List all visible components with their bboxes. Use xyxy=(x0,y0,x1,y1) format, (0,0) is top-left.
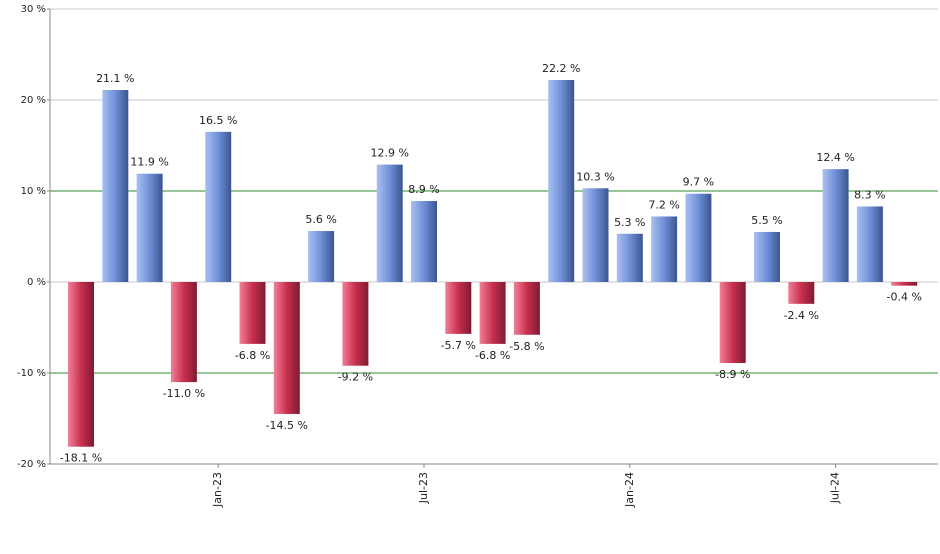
data-label: 12.4 % xyxy=(816,151,854,164)
data-label: 11.9 % xyxy=(130,156,168,169)
y-tick-label: 30 % xyxy=(21,4,46,15)
data-label: 12.9 % xyxy=(370,147,408,160)
x-tick-label: Jul-23 xyxy=(417,472,430,504)
bar xyxy=(239,282,266,344)
bar xyxy=(754,231,780,282)
data-label: -5.7 % xyxy=(441,339,476,352)
data-label: 5.6 % xyxy=(305,213,336,226)
data-label: 5.5 % xyxy=(751,214,782,227)
bar xyxy=(102,89,129,283)
y-tick-label: -20 % xyxy=(17,459,46,470)
data-label: 16.5 % xyxy=(199,114,237,127)
bar xyxy=(445,282,472,334)
data-label: 5.3 % xyxy=(614,216,645,229)
x-tick-label: Jan-24 xyxy=(623,472,636,508)
bar xyxy=(891,282,918,286)
y-tick-label: 0 % xyxy=(27,277,46,288)
bar xyxy=(376,164,403,282)
x-tick-label: Jan-23 xyxy=(211,472,224,508)
data-label: -2.4 % xyxy=(784,309,819,322)
bar xyxy=(273,282,300,414)
data-label: -0.4 % xyxy=(886,291,921,304)
data-label: -8.9 % xyxy=(715,368,750,381)
data-label: -11.0 % xyxy=(163,387,205,400)
bar xyxy=(68,282,94,447)
data-label: -14.5 % xyxy=(266,419,308,432)
bar xyxy=(136,173,163,282)
bar xyxy=(582,188,609,282)
bar xyxy=(342,282,369,366)
bar xyxy=(205,131,232,282)
data-label: 8.3 % xyxy=(854,188,885,201)
data-label: 10.3 % xyxy=(576,170,614,183)
bar xyxy=(616,233,643,282)
data-label: -6.8 % xyxy=(235,349,270,362)
y-tick-label: 10 % xyxy=(21,186,46,197)
bar xyxy=(822,169,849,282)
y-tick-label: -10 % xyxy=(17,368,46,379)
data-label: 9.7 % xyxy=(683,176,714,189)
bar xyxy=(548,79,575,282)
data-label: -18.1 % xyxy=(60,452,102,465)
bar xyxy=(685,193,712,282)
bar xyxy=(856,206,883,282)
y-tick-label: 20 % xyxy=(21,95,46,106)
bar xyxy=(651,216,678,282)
data-label: 21.1 % xyxy=(96,72,134,85)
bar xyxy=(308,231,335,282)
bar xyxy=(513,282,540,335)
x-tick-label: Jul-24 xyxy=(829,472,842,504)
data-label: 8.9 % xyxy=(408,183,439,196)
bar xyxy=(170,282,197,383)
bar xyxy=(788,282,815,304)
bar xyxy=(479,282,506,344)
bar xyxy=(719,282,746,363)
data-label: -5.8 % xyxy=(509,340,544,353)
data-label: -6.8 % xyxy=(475,349,510,362)
data-label: 7.2 % xyxy=(648,198,679,211)
data-label: 22.2 % xyxy=(542,62,580,75)
data-label: -9.2 % xyxy=(338,371,373,384)
bar xyxy=(411,201,437,282)
